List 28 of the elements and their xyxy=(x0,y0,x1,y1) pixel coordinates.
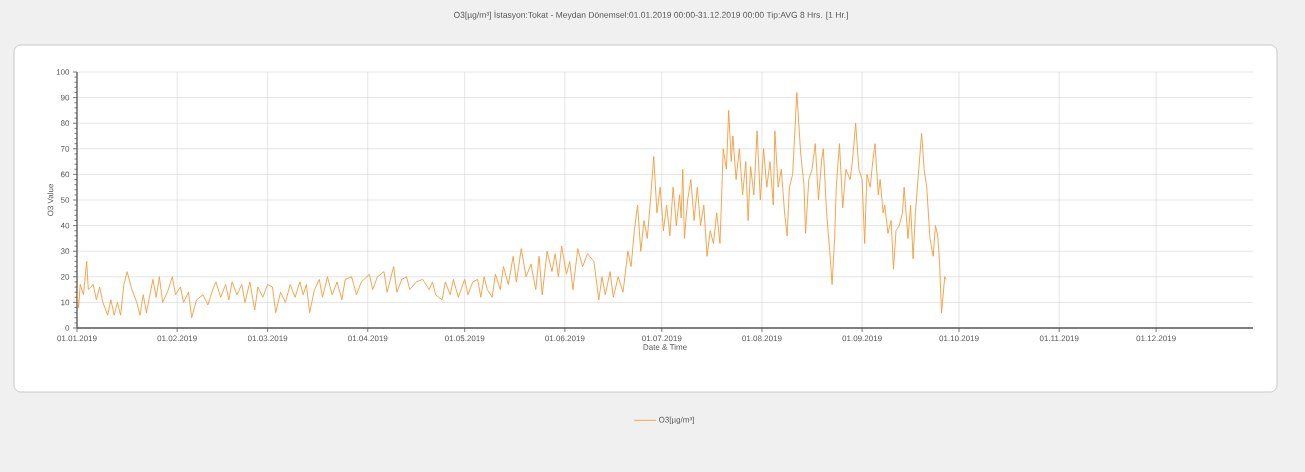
y-tick-label: 0 xyxy=(65,325,70,331)
x-axis-title: Date & Time xyxy=(643,344,687,350)
line-series xyxy=(77,92,947,319)
chart-title: O3[µg/m³] İstasyon:Tokat - Meydan Dönemsel:01.01.2019 00:00-31.12.2019 00:00 Tip:AVG 8 Hrs. [1 Hr.] xyxy=(453,10,848,20)
y-tick-label: 80 xyxy=(60,120,70,127)
x-tick-label: 01.07.2019 xyxy=(642,335,682,342)
x-tick-label: 01.06.2019 xyxy=(545,335,585,342)
y-tick-label: 70 xyxy=(60,145,70,152)
x-tick-label: 01.02.2019 xyxy=(157,335,197,342)
x-tick-label: 01.09.2019 xyxy=(842,335,882,342)
y-tick-label: 60 xyxy=(60,171,70,178)
x-tick-label: 01.03.2019 xyxy=(247,335,288,342)
y-tick-label: 10 xyxy=(61,299,70,306)
y-tick-label: 50 xyxy=(60,197,70,203)
y-tick-label: 20 xyxy=(60,273,70,280)
legend-label: O3[µg/m³] xyxy=(658,416,694,425)
y-tick-label: 100 xyxy=(56,69,70,75)
y-tick-label: 30 xyxy=(60,248,70,255)
y-axis-title: O3 Value xyxy=(47,183,54,217)
x-tick-label: 01.01.2019 xyxy=(57,335,97,342)
y-tick-label: 90 xyxy=(60,94,70,101)
x-tick-label: 01.04.2019 xyxy=(348,335,388,342)
y-tick-label: 40 xyxy=(60,222,70,229)
x-tick-label: 01.10.2019 xyxy=(939,335,979,342)
x-tick-label: 01.08.2019 xyxy=(742,335,782,342)
x-tick-label: 01.12.2019 xyxy=(1136,335,1176,342)
x-tick-label: 01.05.2019 xyxy=(445,335,485,342)
x-tick-label: 01.11.2019 xyxy=(1039,335,1079,342)
